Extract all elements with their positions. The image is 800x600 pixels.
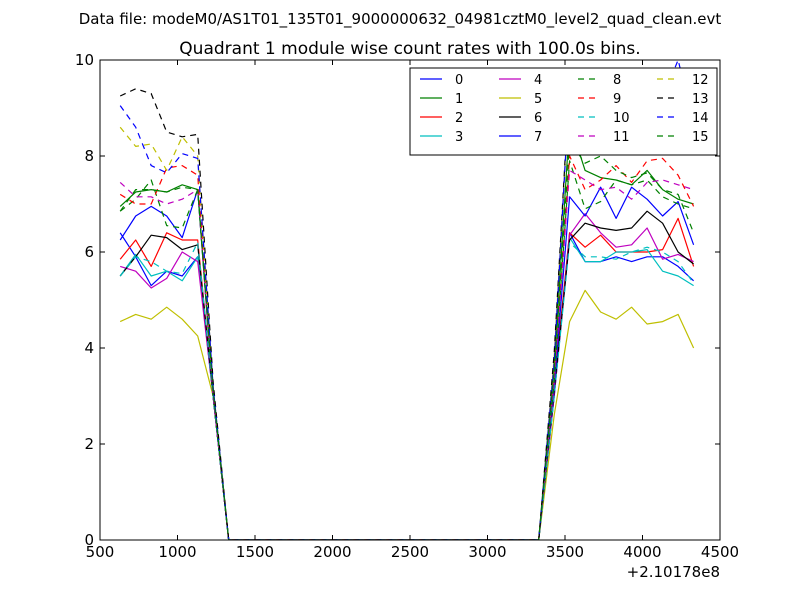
legend-label-13: 13 [692, 92, 709, 107]
y-tick-label: 10 [75, 51, 94, 69]
y-tick-label: 2 [84, 435, 94, 453]
legend-label-8: 8 [613, 73, 621, 88]
legend-label-2: 2 [455, 111, 463, 126]
series-line-7 [119, 186, 695, 540]
legend-label-3: 3 [455, 130, 463, 145]
series-line-15 [119, 141, 695, 540]
x-tick-label: 1500 [236, 543, 274, 561]
series-layer [119, 60, 695, 540]
series-line-9 [119, 155, 695, 540]
x-tick-label: 2000 [313, 543, 351, 561]
axis-ticks: 500 1000 1500 2000 2500 3000 3500 4000 4500 0 2 4 6 8… [75, 51, 739, 561]
series-line-8 [119, 160, 694, 540]
legend-label-12: 12 [692, 73, 709, 88]
y-tick-label: 4 [84, 339, 94, 357]
legend-label-5: 5 [534, 92, 542, 107]
x-tick-label: 1000 [158, 543, 196, 561]
suptitle: Data file: modeM0/AS1T01_135T01_90000006… [79, 10, 722, 29]
x-tick-label: 4000 [623, 543, 661, 561]
legend-label-1: 1 [455, 92, 463, 107]
legend-label-0: 0 [455, 73, 463, 88]
x-tick-label: 4500 [701, 543, 739, 561]
y-tick-label: 8 [84, 147, 94, 165]
legend-label-10: 10 [613, 111, 630, 126]
x-tick-label: 500 [86, 543, 115, 561]
legend-frame [409, 67, 718, 156]
legend-label-9: 9 [613, 92, 621, 107]
legend-label-4: 4 [534, 73, 542, 88]
series-line-3 [119, 237, 694, 540]
series-line-11 [119, 169, 694, 540]
x-tick-label: 3500 [546, 543, 584, 561]
legend-label-11: 11 [613, 130, 630, 145]
legend-label-7: 7 [534, 130, 542, 145]
legend-label-6: 6 [534, 111, 542, 126]
series-line-2 [119, 217, 695, 540]
x-tick-label: 3000 [468, 543, 506, 561]
legend-label-14: 14 [692, 111, 709, 126]
x-offset-label: +2.10178e8 [627, 563, 720, 581]
chart-title: Quadrant 1 module wise count rates with … [179, 39, 640, 59]
y-tick-label: 6 [84, 243, 94, 261]
legend-label-15: 15 [692, 130, 709, 145]
x-tick-label: 2500 [391, 543, 429, 561]
series-line-6 [119, 210, 694, 540]
y-tick-label: 0 [84, 531, 94, 549]
